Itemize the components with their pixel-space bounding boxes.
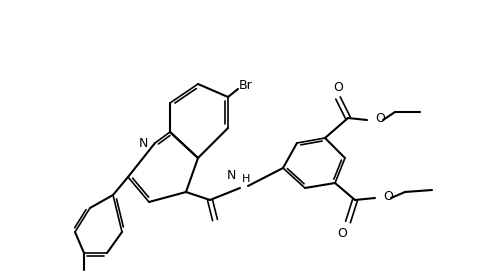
Text: N: N <box>138 137 148 150</box>
Text: O: O <box>383 190 393 202</box>
Text: Br: Br <box>239 78 253 92</box>
Text: O: O <box>337 227 347 240</box>
Text: H: H <box>242 174 250 184</box>
Text: O: O <box>375 111 385 125</box>
Text: N: N <box>226 169 236 182</box>
Text: O: O <box>333 81 343 94</box>
